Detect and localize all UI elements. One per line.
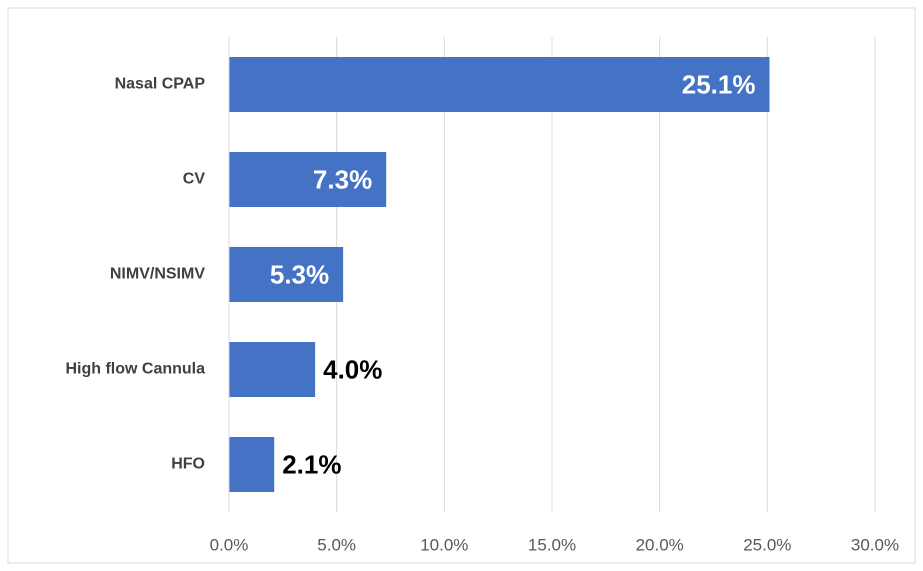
x-tick-label: 25.0% bbox=[743, 535, 791, 554]
value-label: 4.0% bbox=[323, 354, 382, 384]
y-tick-label: HFO bbox=[171, 456, 205, 473]
value-label: 7.3% bbox=[313, 164, 372, 194]
bar bbox=[229, 247, 344, 302]
y-tick-label: CV bbox=[183, 171, 206, 188]
y-tick-label: High flow Cannula bbox=[65, 361, 205, 378]
x-tick-label: 0.0% bbox=[210, 535, 249, 554]
chart-border bbox=[7, 7, 916, 564]
y-tick-label: NIMV/NSIMV bbox=[110, 266, 205, 283]
x-tick-label: 5.0% bbox=[317, 535, 356, 554]
value-label: 5.3% bbox=[270, 259, 329, 289]
y-tick-label: Nasal CPAP bbox=[115, 76, 206, 93]
value-label: 2.1% bbox=[282, 449, 341, 479]
x-tick-label: 15.0% bbox=[528, 535, 576, 554]
bar bbox=[229, 342, 316, 397]
bar bbox=[229, 57, 770, 112]
x-tick-label: 30.0% bbox=[851, 535, 899, 554]
x-tick-label: 10.0% bbox=[420, 535, 468, 554]
value-label: 25.1% bbox=[682, 69, 756, 99]
x-tick-label: 20.0% bbox=[636, 535, 684, 554]
bar bbox=[229, 437, 275, 492]
bar bbox=[229, 152, 387, 207]
